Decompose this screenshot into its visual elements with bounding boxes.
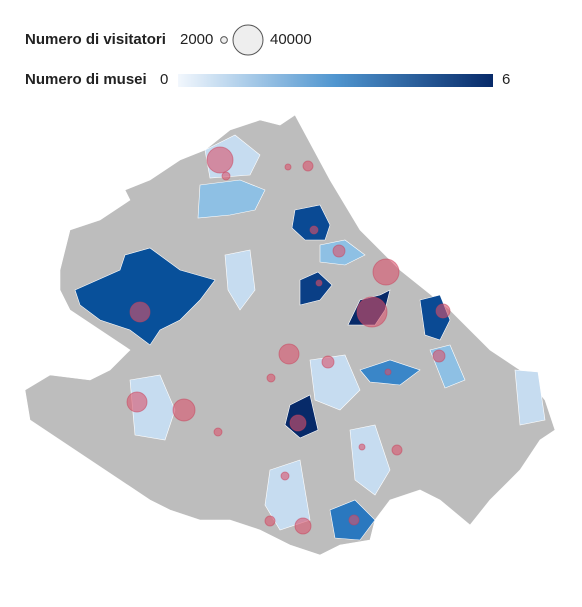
visitor-bubbles [126, 146, 451, 535]
color-legend-min-label: 0 [160, 71, 168, 88]
region-outline [24, 114, 556, 556]
municipality [224, 249, 256, 311]
bubble [302, 160, 314, 172]
map [24, 114, 556, 556]
bubble [284, 163, 292, 171]
municipality [291, 204, 331, 241]
bubble [278, 343, 300, 365]
bubble [309, 225, 319, 235]
bubble [264, 515, 276, 527]
size-legend-max-label: 40000 [270, 31, 312, 48]
bubble [213, 427, 223, 437]
bubble [126, 391, 148, 413]
color-legend-max-label: 6 [502, 71, 510, 88]
size-legend-title: Numero di visitatori [25, 31, 166, 48]
bubble [294, 517, 312, 535]
bubble [435, 303, 451, 319]
bubble [172, 398, 196, 422]
municipality [349, 424, 391, 496]
bubble [372, 258, 400, 286]
bubble [321, 355, 335, 369]
size-legend-min-label: 2000 [180, 31, 213, 48]
size-legend-max-circle [232, 24, 264, 56]
bubble [384, 368, 392, 376]
size-legend-min-circle [220, 36, 228, 44]
bubble [358, 443, 366, 451]
bubble [432, 349, 446, 363]
bubble [221, 171, 231, 181]
bubble [348, 514, 360, 526]
bubble [280, 471, 290, 481]
bubble [391, 444, 403, 456]
legend: Numero di visitatori 2000 40000 Numero d… [25, 24, 510, 88]
color-legend-title: Numero di musei [25, 71, 147, 88]
bubble [266, 373, 276, 383]
bubble [289, 414, 307, 432]
bubble [315, 279, 323, 287]
municipality [129, 374, 176, 441]
municipality [74, 247, 216, 346]
municipality [299, 271, 333, 306]
municipality [197, 179, 266, 219]
bubble [332, 244, 346, 258]
bubble [356, 296, 388, 328]
bubble [206, 146, 234, 174]
bubble [129, 301, 151, 323]
color-legend-bar [178, 74, 493, 87]
municipality [514, 369, 546, 426]
municipality [309, 354, 361, 411]
